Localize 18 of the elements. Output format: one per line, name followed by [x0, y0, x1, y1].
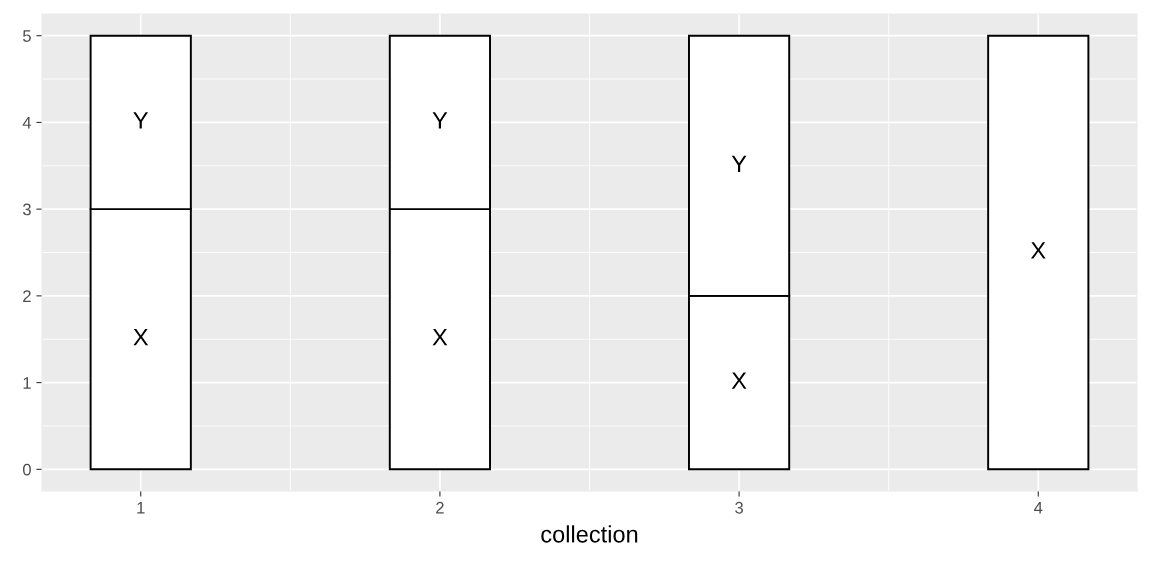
x-axis-title: collection	[541, 525, 638, 543]
text: X	[1030, 242, 1046, 259]
text: Y	[432, 112, 448, 129]
y-tick-label: 4	[22, 116, 32, 129]
y-tick-label: 1	[23, 377, 31, 389]
series-label: X	[432, 329, 448, 346]
x-tick-label: 1	[137, 502, 145, 514]
x-tick-label: 2	[436, 501, 444, 514]
y-tick-label: 2	[23, 290, 31, 302]
y-tick-label: 5	[22, 30, 31, 42]
text: X	[133, 329, 149, 346]
y-tick-label: 0	[22, 463, 31, 476]
x-tick-label: 4	[1034, 502, 1043, 514]
x-tick-label: 3	[735, 501, 743, 514]
text: Y	[731, 155, 747, 172]
y-tick-label: 3	[22, 203, 31, 216]
series-label: Y	[133, 112, 149, 129]
text: X	[731, 372, 747, 389]
